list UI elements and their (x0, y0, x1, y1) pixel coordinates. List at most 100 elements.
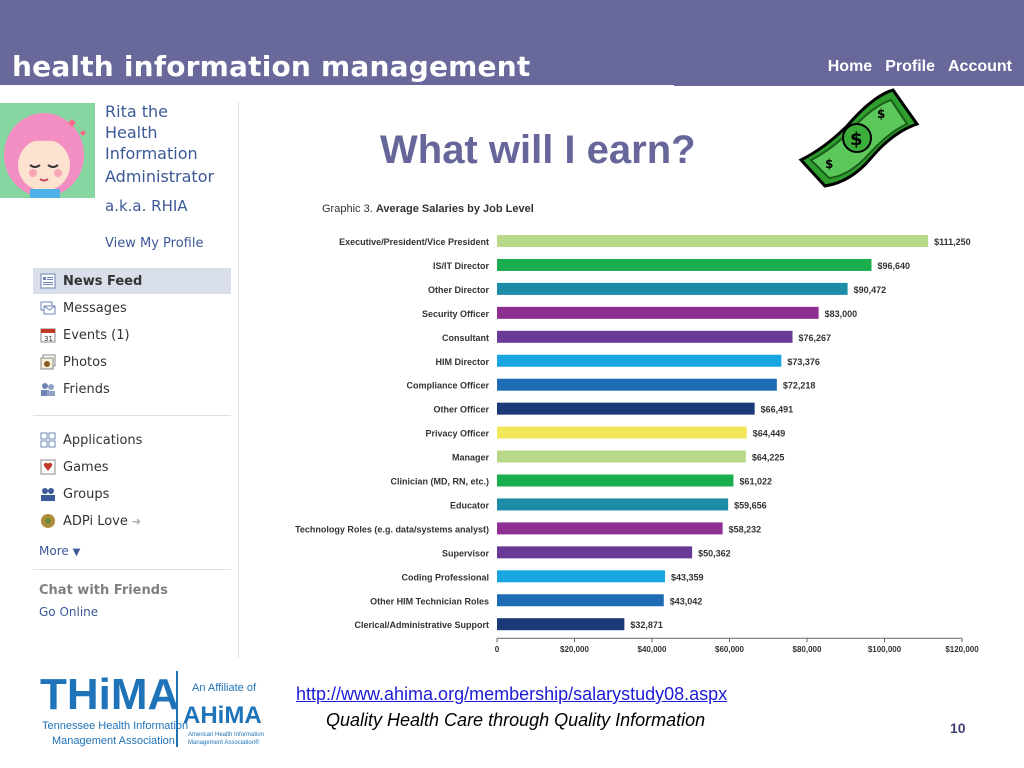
x-tick-label: $80,000 (793, 645, 822, 654)
sidebar-item-label: Friends (63, 381, 110, 397)
value-label: $73,376 (787, 357, 820, 367)
tagline: Quality Health Care through Quality Info… (326, 710, 706, 730)
adpi-icon (39, 512, 57, 530)
profile-name-line: Administrator (105, 167, 215, 186)
category-label: Other Director (428, 285, 490, 295)
value-label: $64,449 (753, 429, 786, 439)
logo-sub-text: Tennessee Health Information (42, 720, 188, 732)
category-label: IS/IT Director (433, 261, 490, 271)
x-tick-label: $40,000 (638, 645, 667, 654)
category-label: Manager (452, 453, 490, 463)
bar (497, 618, 625, 631)
value-label: $83,000 (825, 309, 858, 319)
profile-name: Rita the Health Information Administrato… (105, 101, 235, 187)
sidebar-item-adpi-love[interactable]: ADPi Love ➜ (33, 508, 231, 534)
sidebar-item-label: Games (63, 459, 109, 475)
logo-sub-text: Management Association (52, 735, 175, 747)
sidebar-separator (33, 569, 231, 570)
bar (497, 258, 872, 271)
bar (497, 426, 747, 439)
nav-home-link[interactable]: Home (827, 58, 873, 75)
bar (497, 522, 723, 535)
value-label: $50,362 (698, 548, 731, 558)
svg-text:31: 31 (44, 335, 53, 343)
salary-study-link[interactable]: http://www.ahima.org/membership/salaryst… (296, 684, 728, 704)
nav-account-link[interactable]: Account (948, 58, 1012, 75)
sidebar-item-label: Messages (63, 300, 127, 316)
dollar-bill-icon: $ $ $ (795, 88, 920, 188)
bar (497, 450, 746, 463)
bar (497, 570, 666, 583)
sidebar-divider (238, 102, 239, 658)
applications-icon (39, 431, 57, 449)
x-tick-label: $100,000 (868, 645, 902, 654)
news-feed-icon (39, 272, 57, 290)
sidebar-item-label: News Feed (63, 273, 143, 289)
sidebar-item-applications[interactable]: Applications (33, 427, 231, 453)
bar (497, 594, 664, 607)
category-label: Coding Professional (401, 572, 489, 582)
value-label: $59,656 (734, 500, 767, 510)
arrow-right-icon: ➜ (131, 514, 142, 528)
messages-icon (39, 299, 57, 317)
avatar[interactable] (0, 103, 95, 198)
sidebar-item-games[interactable]: Games (33, 454, 231, 480)
sidebar-item-photos[interactable]: Photos (33, 349, 231, 375)
bar (497, 546, 693, 559)
category-label: Other Officer (433, 405, 489, 415)
page-number: 10 (950, 720, 966, 736)
value-label: $58,232 (729, 524, 762, 534)
go-online-link[interactable]: Go Online (39, 605, 99, 619)
friends-icon (39, 380, 57, 398)
value-label: $66,491 (761, 405, 794, 415)
sidebar-item-friends[interactable]: Friends (33, 376, 231, 402)
sidebar-item-label: Groups (63, 486, 110, 502)
value-label: $76,267 (799, 333, 832, 343)
bar (497, 235, 929, 247)
x-tick-label: $60,000 (715, 645, 744, 654)
x-tick-label: $120,000 (945, 645, 979, 654)
sidebar-item-events[interactable]: 31 Events (1) (33, 322, 231, 348)
logo-affiliate-text: An Affiliate of (192, 682, 257, 694)
profile-aka: a.k.a. RHIA (105, 197, 188, 215)
svg-text:$: $ (877, 107, 885, 121)
value-label: $43,359 (671, 572, 704, 582)
sidebar-separator (33, 415, 231, 416)
bar (497, 330, 793, 343)
sidebar-item-label: Events (1) (63, 327, 130, 343)
value-label: $64,225 (752, 453, 785, 463)
slide-title: What will I earn? (380, 128, 696, 172)
sidebar-item-label: ADPi Love (63, 513, 128, 529)
chart-title: Graphic 3. Average Salaries by Job Level (322, 203, 534, 215)
category-label: Executive/President/Vice President (339, 237, 489, 247)
groups-icon (39, 485, 57, 503)
value-label: $32,871 (630, 620, 663, 630)
category-label: Other HIM Technician Roles (370, 596, 489, 606)
category-label: Educator (450, 500, 490, 510)
profile-name-line: Health (105, 123, 158, 142)
sidebar-item-news-feed[interactable]: News Feed (33, 268, 231, 294)
top-nav: Home Profile Account (828, 58, 1012, 76)
sidebar-item-label: Applications (63, 432, 143, 448)
bar (497, 378, 777, 391)
view-profile-link[interactable]: View My Profile (105, 236, 204, 251)
sidebar-item-groups[interactable]: Groups (33, 481, 231, 507)
salary-chart: Graphic 3. Average Salaries by Job Level… (240, 195, 1020, 655)
category-label: Supervisor (442, 548, 490, 558)
value-label: $96,640 (877, 261, 910, 271)
category-label: Technology Roles (e.g. data/systems anal… (295, 524, 489, 534)
category-label: Privacy Officer (425, 429, 489, 439)
category-label: Clerical/Administrative Support (354, 620, 489, 630)
profile-name-line: Information (105, 144, 198, 163)
calendar-icon: 31 (39, 326, 57, 344)
x-tick-label: $20,000 (560, 645, 589, 654)
x-tick-label: 0 (495, 645, 500, 654)
nav-profile-link[interactable]: Profile (885, 58, 935, 75)
ahima-sub-text: American Health Information (188, 732, 264, 738)
bar (497, 498, 729, 511)
sidebar-item-messages[interactable]: Messages (33, 295, 231, 321)
more-link[interactable]: More ▼ (39, 544, 81, 558)
category-label: HIM Director (435, 357, 489, 367)
sidebar-item-label: Photos (63, 354, 107, 370)
ahima-sub-text: Management Association® (188, 739, 260, 746)
